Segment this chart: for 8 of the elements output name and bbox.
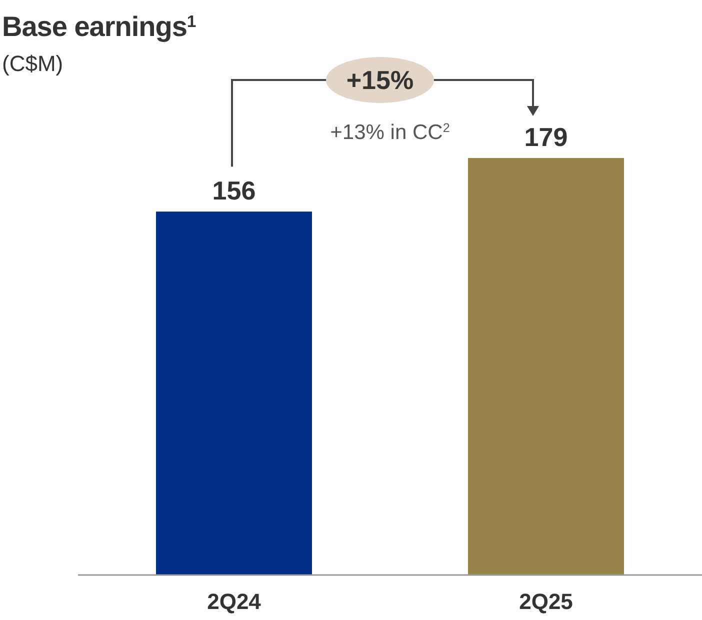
text: +13% in CC$^{2}$ <box>330 121 450 144</box>
text: +15% <box>346 65 414 95</box>
data-label: 156 <box>212 176 256 206</box>
x-tick-label: 2Q24 <box>207 588 262 614</box>
chart-subtitle: (C$M) <box>2 51 64 76</box>
chart-title: Base earnings$^{1}$ <box>2 11 196 42</box>
data-label: 179 <box>524 122 568 152</box>
x-tick-label: 2Q25 <box>519 588 573 614</box>
